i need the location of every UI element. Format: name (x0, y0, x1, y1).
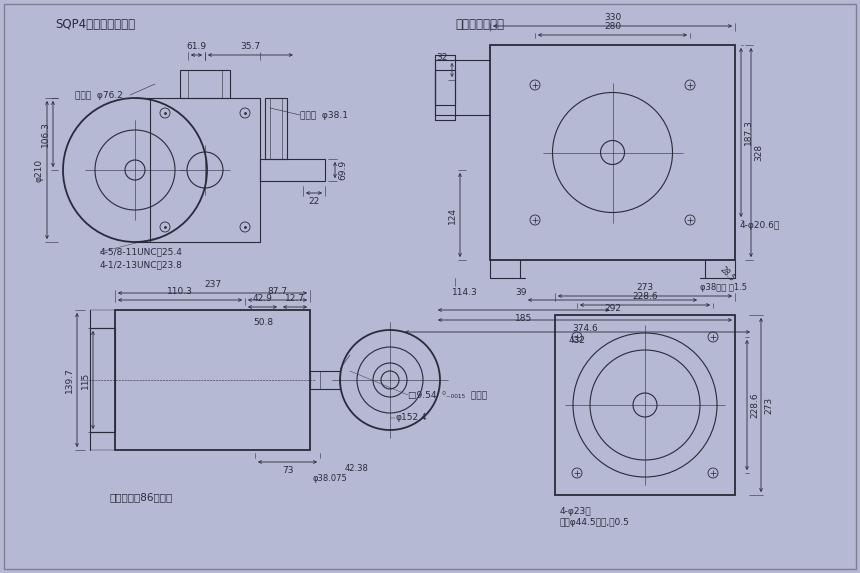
Text: φ152.4: φ152.4 (395, 414, 427, 422)
Text: （脚架安装型）: （脚架安装型） (455, 18, 504, 31)
Text: 注）图示了86型轴。: 注）图示了86型轴。 (110, 492, 173, 502)
Text: 4-5/8-11UNC淲25.4: 4-5/8-11UNC淲25.4 (100, 248, 183, 257)
Text: 28.5: 28.5 (718, 265, 736, 283)
Text: 185: 185 (515, 314, 532, 323)
Text: 39: 39 (515, 288, 526, 297)
Text: 35.7: 35.7 (240, 42, 261, 51)
Text: 42.9: 42.9 (253, 294, 273, 303)
Text: 273: 273 (764, 397, 773, 414)
Bar (90, 328, 115, 432)
Text: 106.3: 106.3 (41, 121, 50, 147)
Text: 124: 124 (448, 206, 457, 223)
Bar (490, 45, 735, 260)
Text: 4-φ23孔: 4-φ23孔 (560, 507, 592, 516)
Text: 73: 73 (282, 466, 293, 475)
Bar (150, 98, 260, 242)
Text: 228.6: 228.6 (750, 392, 759, 418)
Text: 115: 115 (81, 371, 90, 388)
Text: 22: 22 (309, 197, 320, 206)
Text: 背面φ44.5沉孔,朲0.5: 背面φ44.5沉孔,朲0.5 (560, 518, 630, 527)
Text: 280: 280 (604, 22, 621, 31)
Bar (435, 70, 455, 105)
Text: 61.9: 61.9 (187, 42, 206, 51)
Text: 32: 32 (436, 53, 448, 61)
Bar (260, 159, 325, 181)
Text: φ38沉孔 朰1.5: φ38沉孔 朰1.5 (700, 283, 747, 292)
Text: φ38.075: φ38.075 (313, 474, 347, 483)
Text: 237: 237 (204, 280, 221, 289)
Text: 374.6: 374.6 (572, 324, 598, 333)
Text: 12.7: 12.7 (285, 294, 305, 303)
Text: 328: 328 (754, 144, 763, 161)
Text: 228.6: 228.6 (632, 292, 658, 301)
Bar (555, 315, 735, 495)
Text: 187.3: 187.3 (744, 120, 753, 146)
Text: 139.7: 139.7 (65, 367, 74, 393)
Text: □9.54  ⁰₋₀₀₁₅  平行键: □9.54 ⁰₋₀₀₁₅ 平行键 (408, 391, 487, 399)
Text: φ210: φ210 (35, 159, 44, 182)
Text: 69.9: 69.9 (338, 160, 347, 180)
Text: 87.7: 87.7 (267, 287, 287, 296)
Text: 292: 292 (604, 304, 621, 313)
Text: 排油口  φ38.1: 排油口 φ38.1 (300, 111, 348, 120)
Text: 432: 432 (569, 336, 586, 345)
Text: 50.8: 50.8 (253, 318, 273, 327)
Bar (265, 98, 287, 159)
Text: 4-φ20.6孔: 4-φ20.6孔 (740, 221, 780, 230)
Bar (310, 371, 340, 389)
Text: 330: 330 (604, 13, 621, 22)
Text: 110.3: 110.3 (167, 287, 193, 296)
Text: 273: 273 (636, 283, 654, 292)
Bar (115, 310, 310, 450)
Text: 4-1/2-13UNC淲23.8: 4-1/2-13UNC淲23.8 (100, 261, 183, 269)
Text: 114.3: 114.3 (452, 288, 478, 297)
Text: 吸油口  φ76.2: 吸油口 φ76.2 (75, 91, 123, 100)
Bar (435, 60, 455, 115)
Text: 42.38: 42.38 (345, 464, 369, 473)
Text: SQP4（法兰安装型）: SQP4（法兰安装型） (55, 18, 135, 31)
Bar (180, 70, 230, 98)
